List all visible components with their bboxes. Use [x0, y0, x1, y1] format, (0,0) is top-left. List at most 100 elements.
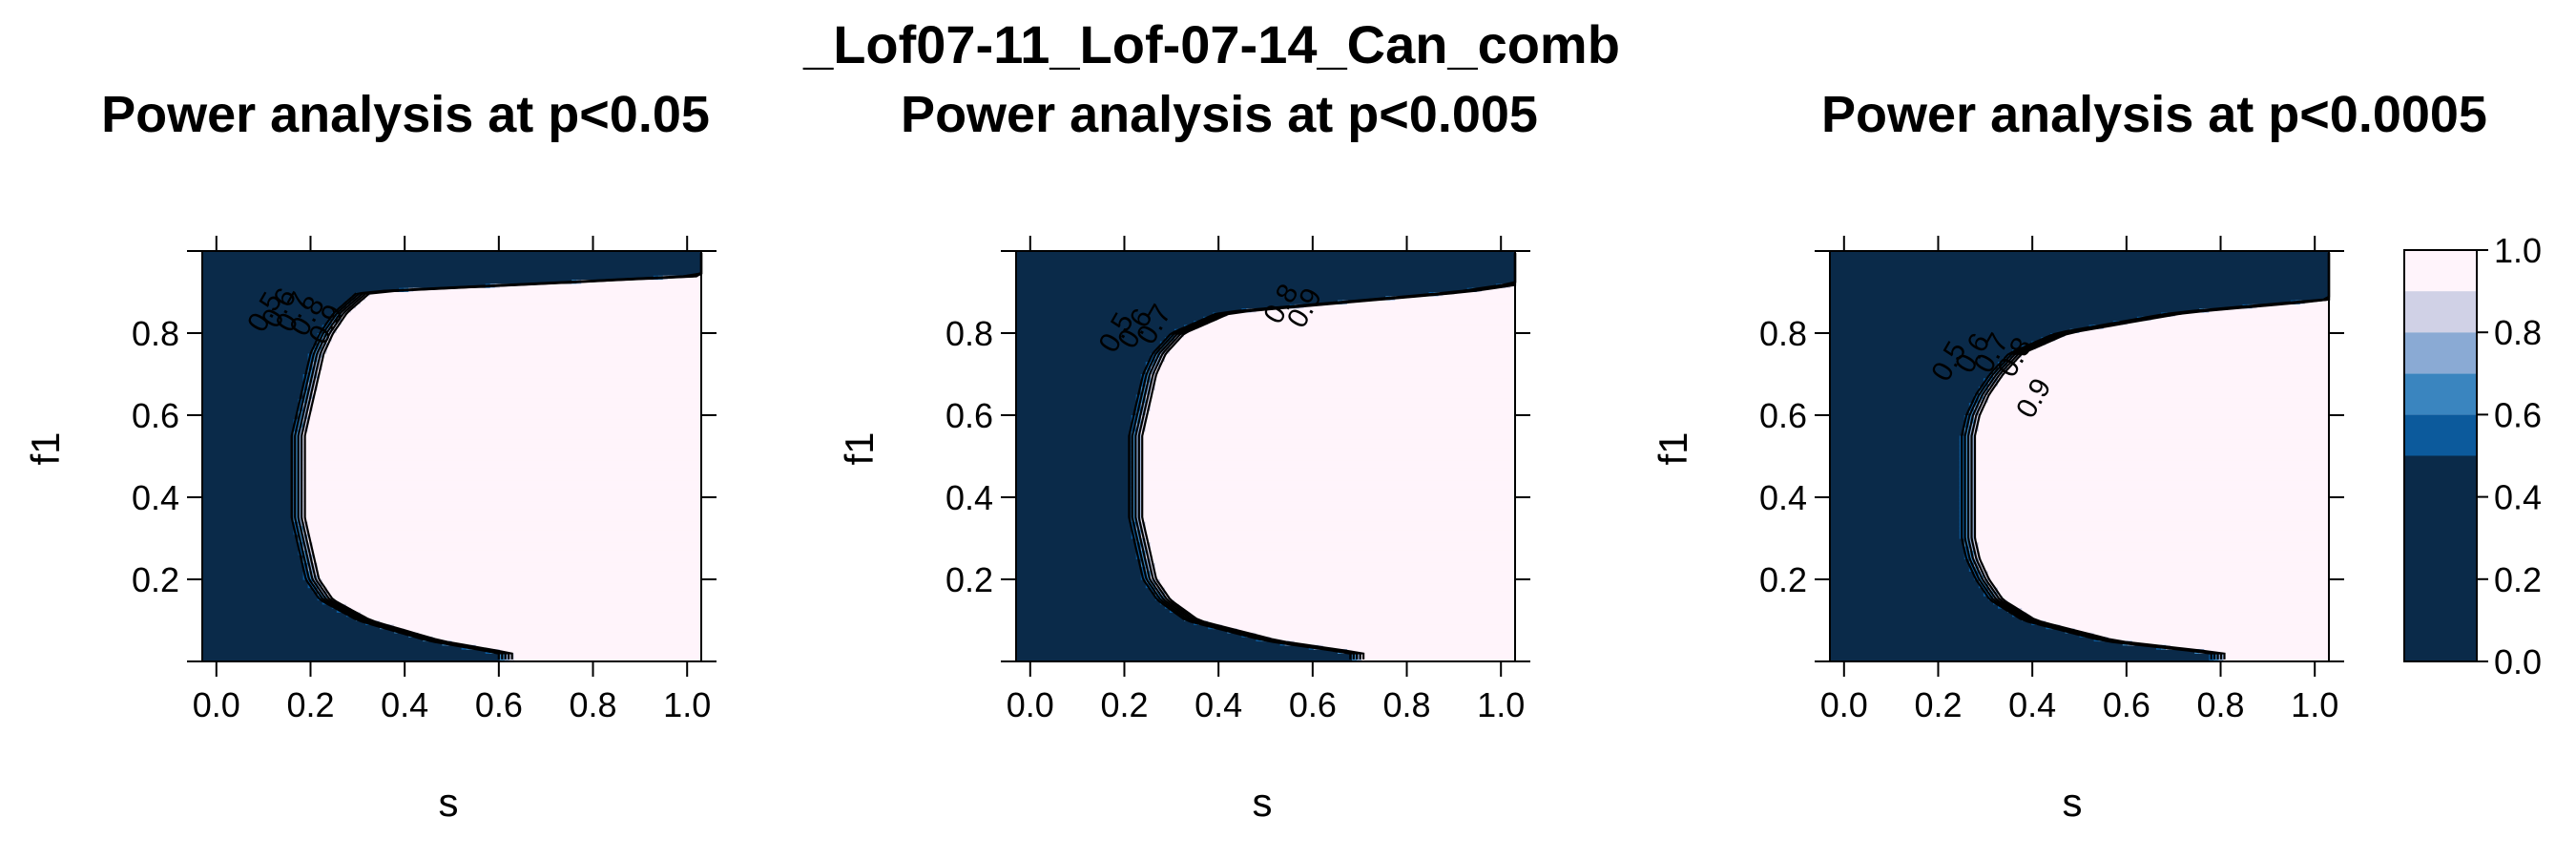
- heatmap-cell: [298, 517, 304, 523]
- heatmap-cell: [1973, 497, 2330, 502]
- heatmap-cell: [1159, 579, 1516, 584]
- heatmap-cell: [1973, 480, 2330, 486]
- heatmap-cell: [317, 567, 702, 572]
- heatmap-cell: [322, 357, 702, 363]
- heatmap-cell: [1145, 410, 1516, 416]
- heatmap-cell: [317, 382, 702, 388]
- color-key-label: 0.6: [2494, 395, 2542, 434]
- heatmap-cell: [331, 333, 702, 338]
- heatmap-cell: [1973, 451, 2330, 457]
- heatmap-cell: [1159, 353, 1166, 359]
- heatmap-cell: [302, 423, 309, 429]
- heatmap-cell: [322, 587, 328, 593]
- heatmap-cell: [1164, 357, 1516, 363]
- heatmap-cell: [1987, 390, 2330, 396]
- heatmap-cell: [341, 316, 702, 322]
- x-tick-label: 0.0: [1820, 685, 1868, 724]
- heatmap-cell: [1184, 608, 1516, 613]
- color-key-label: 1.0: [2494, 231, 2542, 270]
- heatmap-cell: [1145, 415, 1516, 420]
- heatmap-cell: [1131, 451, 1137, 457]
- heatmap-cell: [2065, 333, 2330, 338]
- heatmap-cell: [1217, 316, 1516, 322]
- heatmap-cell: [475, 644, 702, 650]
- heatmap-cell: [1978, 415, 2330, 420]
- heatmap-cell: [298, 431, 304, 437]
- x-axis-label: s: [439, 780, 459, 825]
- heatmap-cell: [1978, 410, 2330, 416]
- heatmap-cell: [1294, 640, 1516, 646]
- heatmap-cell: [331, 316, 338, 322]
- heatmap-cell: [293, 435, 300, 441]
- heatmap-cell: [293, 485, 300, 490]
- heatmap-cell: [1983, 407, 2330, 412]
- heatmap-cell: [1963, 451, 1970, 457]
- heatmap-cell: [302, 439, 702, 445]
- heatmap-cell: [302, 451, 702, 457]
- y-tick-label: 0.2: [945, 560, 993, 599]
- heatmap-cell: [1140, 489, 1516, 494]
- heatmap-cell: [302, 526, 309, 531]
- heatmap-cell: [307, 419, 702, 425]
- heatmap-cell: [1159, 349, 1166, 355]
- heatmap-cell: [293, 448, 300, 453]
- contour-line: [297, 253, 703, 660]
- heatmap-cell: [1131, 509, 1137, 514]
- heatmap-cell: [293, 476, 300, 482]
- heatmap-cell: [302, 394, 309, 400]
- heatmap-cell: [1140, 558, 1147, 564]
- heatmap-cell: [1998, 591, 2330, 597]
- heatmap-cell: [1227, 312, 1516, 318]
- heatmap-cell: [302, 489, 702, 494]
- heatmap-cell: [1983, 575, 1989, 580]
- heatmap-cell: [1998, 382, 2330, 388]
- heatmap-cell: [1256, 632, 1516, 638]
- heatmap-cell: [312, 542, 702, 548]
- heatmap-cell: [302, 407, 309, 412]
- heatmap-cell: [2127, 321, 2330, 325]
- heatmap-cell: [345, 312, 702, 318]
- heatmap-cell: [1973, 468, 2330, 473]
- heatmap-cell: [1198, 325, 1516, 330]
- heatmap-cell: [1963, 456, 1970, 461]
- heatmap-cell: [1978, 386, 1984, 391]
- heatmap-cell: [1236, 628, 1516, 634]
- heatmap-cell: [2223, 653, 2330, 659]
- heatmap-cell: [1987, 398, 2330, 404]
- panel-p005: Power analysis at p<0.05 0.50.60.70.80.9…: [23, 86, 717, 825]
- heatmap-cell: [1154, 575, 1516, 580]
- heatmap-cell: [1978, 423, 2330, 429]
- heatmap-cell: [1973, 513, 2330, 519]
- heatmap-cell: [312, 353, 319, 359]
- heatmap-cell: [1968, 427, 1975, 432]
- color-key-label: 0.4: [2494, 478, 2542, 517]
- heatmap-cell: [1178, 337, 1516, 343]
- heatmap-cell: [1131, 513, 1137, 519]
- heatmap-cell: [298, 415, 304, 420]
- heatmap-cell: [341, 312, 347, 318]
- heatmap-cell: [302, 460, 702, 466]
- color-key-frame: [2403, 249, 2478, 662]
- heatmap-cell: [2223, 657, 2330, 662]
- heatmap-cell: [413, 287, 702, 293]
- heatmap-cell: [302, 492, 702, 498]
- heatmap-cell: [1963, 480, 1970, 486]
- y-axis-label: f1: [837, 431, 882, 465]
- heatmap-cell: [1322, 644, 1516, 650]
- heatmap-cell: [1140, 526, 1147, 531]
- heatmap-cell: [364, 296, 702, 302]
- heatmap-cell: [1973, 501, 2330, 507]
- heatmap-cell: [307, 386, 314, 391]
- heatmap-cell: [1978, 562, 1984, 568]
- heatmap-cell: [1154, 386, 1516, 391]
- axes: 0.0 0.2 0.4 0.6 0.8 1.0 0.2 0.4 0.6 0.8: [132, 236, 717, 724]
- heatmap-cell: [345, 603, 702, 609]
- y-tick-label: 0.2: [1759, 560, 1807, 599]
- heatmap-cell: [1150, 378, 1156, 384]
- heatmap-cell: [1135, 398, 1142, 404]
- heatmap-cell: [1968, 423, 1975, 429]
- heatmap-cell: [1973, 521, 2330, 527]
- heatmap-cell: [2017, 357, 2330, 363]
- heatmap-cell: [1131, 492, 1137, 498]
- heatmap-cell: [1361, 653, 1516, 659]
